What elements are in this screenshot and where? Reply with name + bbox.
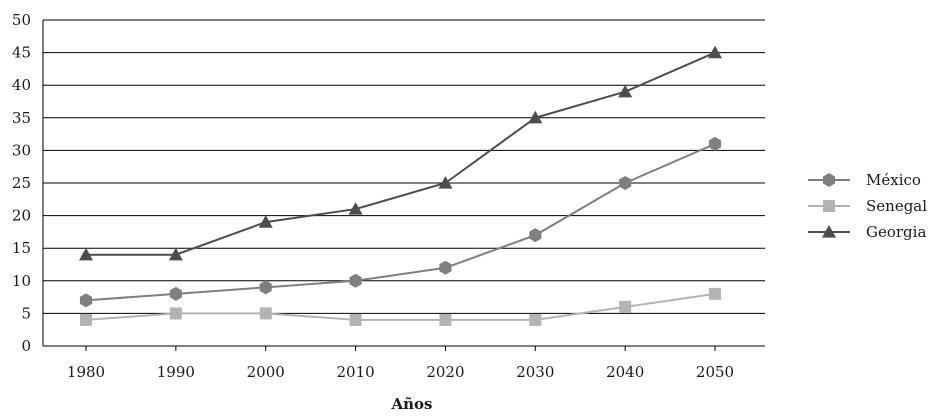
legend-marker (822, 225, 836, 238)
legend-item-georgia: Georgia (808, 223, 926, 241)
legend-item-mexico: México (808, 171, 921, 189)
y-tick-label: 50 (12, 11, 31, 29)
x-tick-label: 2040 (606, 363, 644, 381)
x-axis-title: Años (391, 395, 433, 413)
y-tick-label: 25 (12, 174, 31, 192)
series-mexico (79, 136, 722, 308)
data-point (349, 313, 362, 326)
y-tick-label: 45 (12, 44, 31, 62)
data-point (349, 273, 362, 288)
data-point (258, 215, 273, 228)
series-line (86, 51, 716, 256)
y-tick-label: 15 (12, 239, 31, 257)
data-point (439, 260, 452, 275)
series-georgia (79, 45, 723, 261)
series-line (85, 142, 716, 302)
data-point (529, 228, 542, 243)
data-point (709, 287, 722, 300)
data-point (348, 202, 363, 215)
y-tick-label: 10 (12, 272, 31, 290)
x-axis-ticks: 1980 1990 2000 2010 2020 2030 2040 2050 (67, 346, 734, 381)
legend-marker (822, 173, 836, 187)
data-point (618, 84, 633, 98)
y-tick-label: 20 (12, 207, 31, 225)
x-tick-label: 1990 (157, 363, 195, 381)
data-point (439, 313, 452, 326)
x-tick-label: 1980 (67, 363, 105, 381)
series-senegal (80, 287, 722, 326)
legend-marker (823, 200, 835, 212)
grid-lines (42, 19, 765, 347)
data-point (528, 110, 543, 124)
data-point (708, 136, 722, 151)
x-tick-label: 2030 (516, 363, 554, 381)
x-tick-label: 2010 (336, 363, 374, 381)
y-tick-label: 40 (12, 76, 31, 94)
legend: México Senegal Georgia (808, 171, 927, 241)
y-tick-label: 5 (21, 304, 31, 322)
y-tick-label: 30 (12, 141, 31, 159)
data-point (169, 286, 182, 301)
data-point (438, 176, 453, 189)
x-tick-label: 2050 (696, 363, 734, 381)
y-tick-label: 0 (21, 337, 31, 355)
data-point (619, 300, 632, 313)
data-point (169, 307, 182, 320)
data-point (79, 293, 93, 308)
data-point (619, 176, 632, 190)
data-point (79, 247, 93, 261)
data-point (529, 313, 542, 326)
legend-label: Georgia (866, 223, 926, 241)
data-point (259, 307, 272, 320)
series-line (85, 292, 716, 321)
x-tick-label: 2020 (426, 363, 464, 381)
y-tick-label: 35 (12, 109, 31, 127)
legend-label: México (866, 171, 921, 189)
data-point (708, 45, 723, 59)
series-layer (79, 45, 723, 326)
data-point (168, 247, 183, 261)
data-point (80, 313, 92, 326)
legend-label: Senegal (866, 197, 927, 215)
legend-item-senegal: Senegal (808, 197, 927, 215)
data-point (259, 280, 272, 295)
y-axis-ticks: 0 5 10 15 20 25 30 35 40 45 50 (12, 11, 31, 355)
x-tick-label: 2000 (247, 363, 285, 381)
